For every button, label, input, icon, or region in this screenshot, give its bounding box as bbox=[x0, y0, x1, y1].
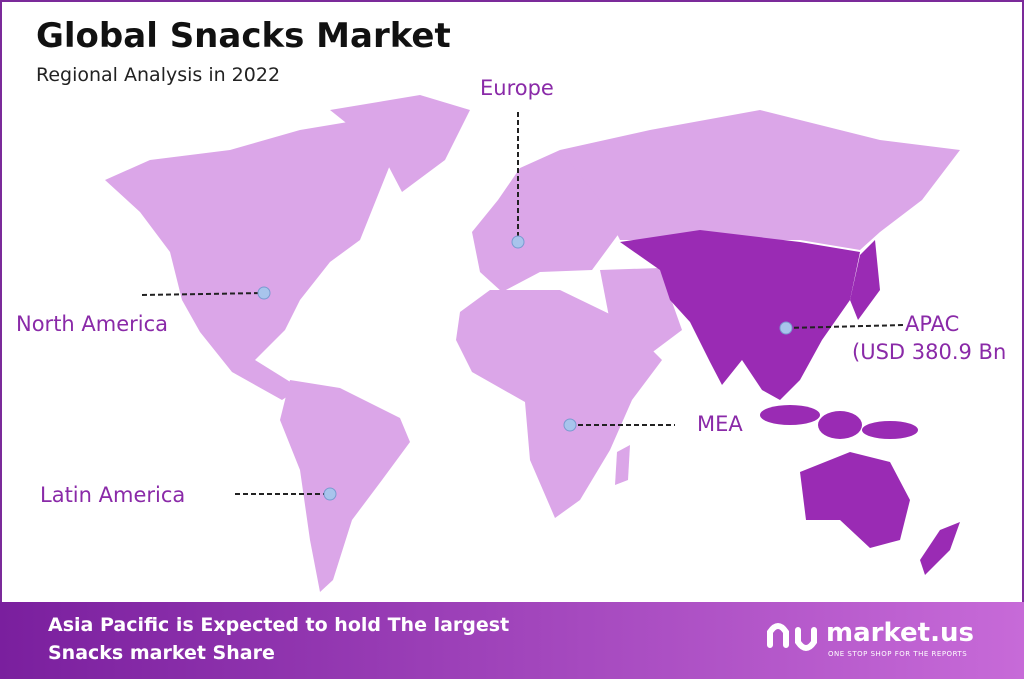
latin-america bbox=[280, 380, 410, 592]
islands bbox=[760, 405, 820, 425]
footer-text: Snacks market Share bbox=[48, 642, 275, 664]
islands bbox=[818, 411, 862, 439]
greenland bbox=[330, 95, 470, 192]
region-label: Europe bbox=[480, 76, 554, 100]
brand-logo bbox=[767, 623, 817, 651]
africa bbox=[456, 290, 662, 518]
markers bbox=[257, 235, 793, 501]
europe bbox=[472, 150, 620, 292]
region-label: Latin America bbox=[40, 483, 186, 507]
region-label: North America bbox=[16, 312, 169, 336]
tagline: ONE STOP SHOP FOR THE REPORTS bbox=[828, 650, 968, 658]
brand: market.us bbox=[826, 618, 974, 648]
north-america bbox=[105, 120, 400, 400]
new-zealand bbox=[920, 522, 960, 575]
footer-text: Asia Pacific is Expected to hold The lar… bbox=[48, 614, 510, 636]
region-value: (USD 380.9 Bn bbox=[852, 340, 1007, 364]
continents bbox=[105, 95, 960, 592]
region-label: MEA bbox=[697, 412, 743, 436]
madagascar bbox=[615, 445, 630, 485]
japan bbox=[850, 240, 880, 320]
region-label: APAC bbox=[905, 312, 960, 336]
subtitle: Regional Analysis in 2022 bbox=[36, 64, 281, 86]
apac bbox=[620, 230, 960, 575]
australia bbox=[800, 452, 910, 548]
footer-band bbox=[0, 602, 1024, 679]
north-asia bbox=[560, 110, 960, 250]
islands bbox=[862, 421, 918, 439]
title: Global Snacks Market bbox=[36, 16, 451, 56]
asia bbox=[620, 230, 860, 400]
middle-east bbox=[600, 268, 682, 360]
leaders bbox=[141, 112, 906, 495]
